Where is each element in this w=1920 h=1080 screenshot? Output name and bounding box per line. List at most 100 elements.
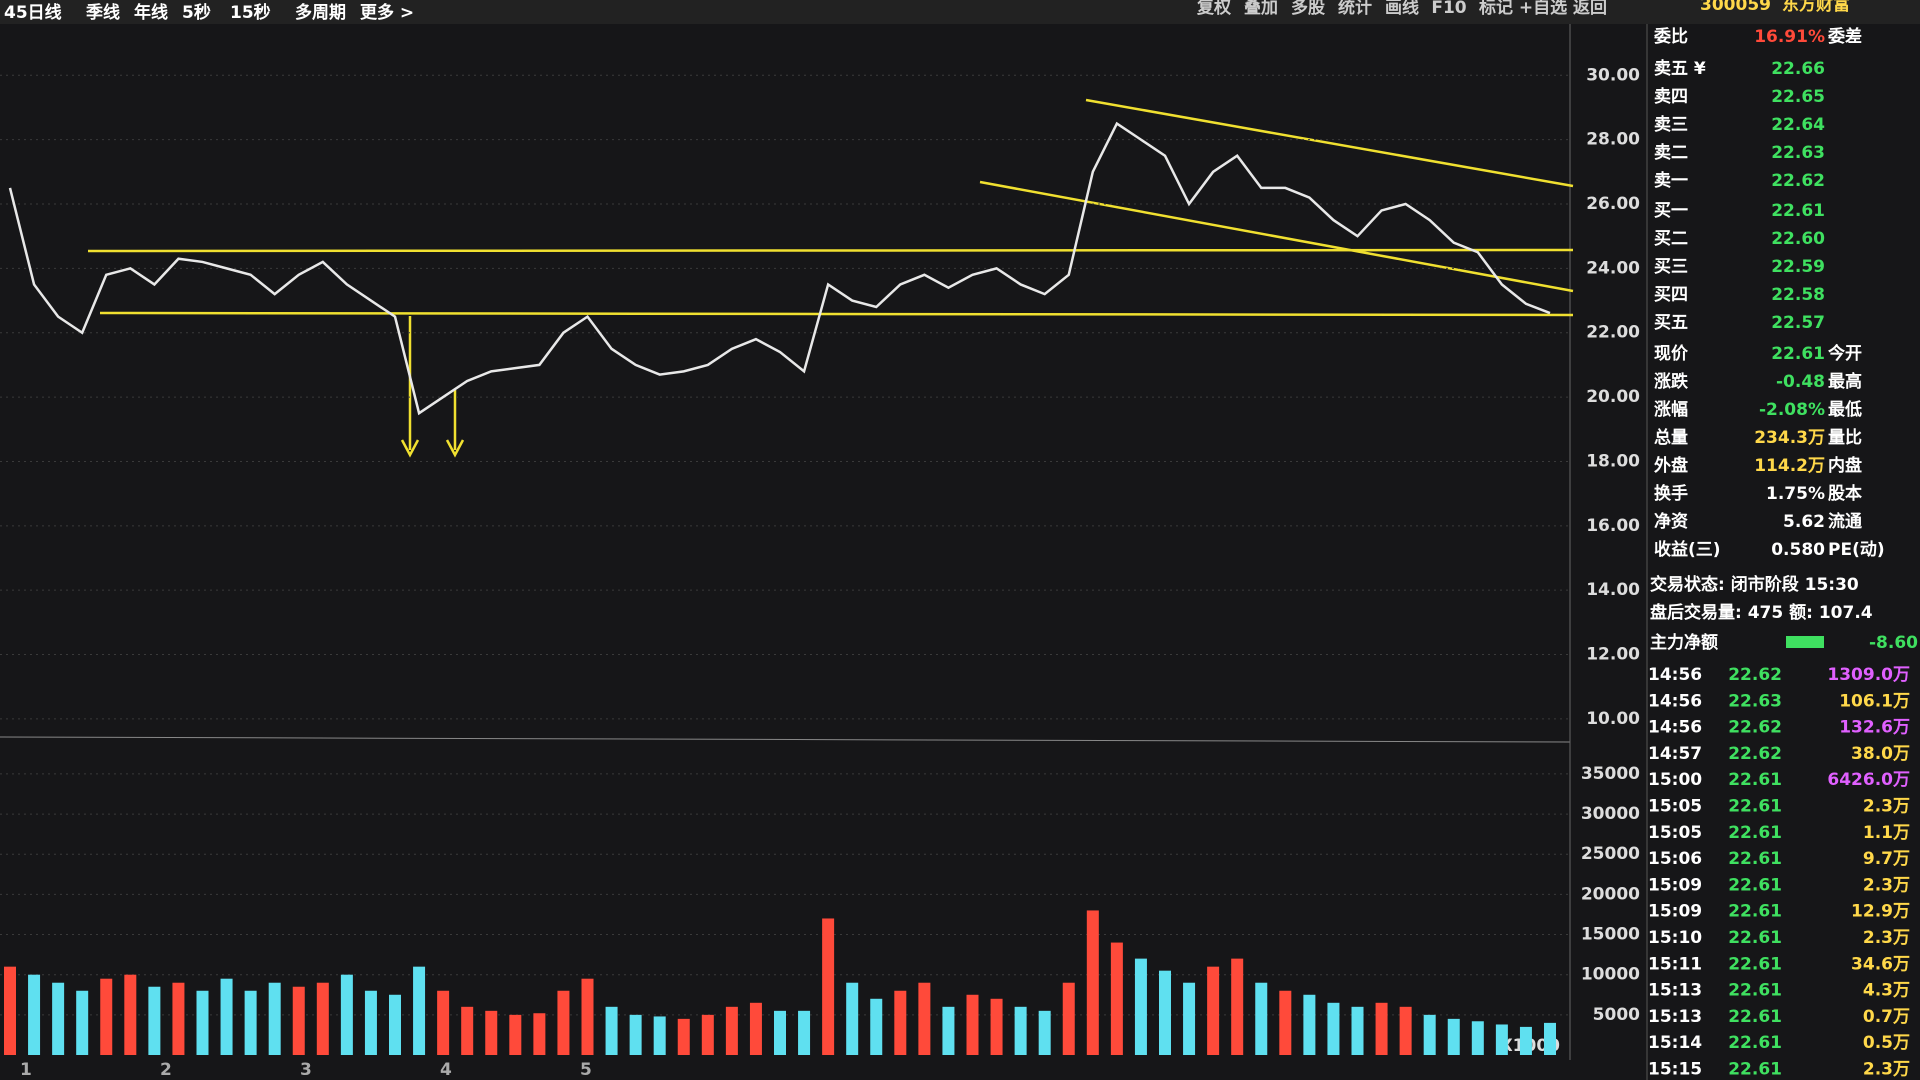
tick-time: 15:05: [1648, 823, 1702, 843]
volume-bar: [1207, 966, 1220, 1055]
volume-bar: [244, 990, 257, 1055]
drawn-lines: [87, 98, 1574, 450]
volume-bar: [509, 1014, 522, 1055]
label: PE(动): [1828, 540, 1885, 560]
volume-bar: [1519, 1026, 1532, 1055]
y-tick-label: 26.00: [1586, 194, 1640, 214]
volume-bar: [774, 1010, 786, 1055]
toolbar-button[interactable]: 复权: [1196, 0, 1232, 18]
volume-bar: [148, 986, 161, 1055]
x-label: 1: [20, 1060, 32, 1080]
y-tick-label: 30.00: [1586, 65, 1640, 85]
value: 22.63: [1771, 143, 1825, 163]
tick-volume: 2.3万: [1863, 797, 1910, 817]
tick-time: 15:10: [1648, 928, 1702, 948]
toolbar-button[interactable]: 5秒: [182, 2, 211, 23]
label: 内盘: [1828, 455, 1862, 476]
volume-bar: [1544, 1022, 1556, 1055]
toolbar-button[interactable]: 45日线: [4, 2, 62, 23]
tick-volume: 0.5万: [1863, 1033, 1910, 1053]
tick-time: 15:09: [1648, 875, 1702, 895]
label: 委比: [1653, 26, 1688, 47]
label: 买二: [1654, 229, 1688, 249]
toolbar-button[interactable]: 画线: [1385, 0, 1419, 18]
volume-bar: [894, 990, 907, 1055]
value: 22.60: [1771, 229, 1825, 249]
label: 最高: [1828, 371, 1862, 392]
tick-time: 15:05: [1648, 797, 1702, 817]
volume-bar: [749, 1002, 762, 1055]
tick-price: 22.63: [1728, 691, 1782, 711]
tick-volume: 106.1万: [1839, 691, 1910, 711]
toolbar-button[interactable]: 返回: [1573, 0, 1607, 18]
volume-bar: [605, 1006, 618, 1055]
toolbar-button[interactable]: 统计: [1338, 0, 1372, 18]
label: 股本: [1828, 483, 1862, 504]
volume-bar: [1110, 942, 1123, 1055]
tick-volume: 132.6万: [1839, 718, 1910, 738]
volume-bar: [701, 1014, 714, 1055]
toolbar-button[interactable]: 15秒: [230, 2, 271, 23]
volume-bar: [798, 1010, 811, 1055]
x-label: 2: [160, 1060, 172, 1080]
volume-bar: [557, 990, 570, 1055]
label: 收益(三): [1654, 539, 1721, 560]
tick-volume: 1309.0万: [1827, 665, 1910, 685]
after-hours: 盘后交易量: 475 额: 107.4: [1650, 602, 1873, 623]
tick-volume: 6426.0万: [1827, 770, 1910, 790]
tick-price: 22.61: [1728, 1007, 1782, 1027]
label: 买三: [1654, 257, 1688, 277]
volume-bar: [340, 974, 353, 1055]
volume-bar: [413, 966, 426, 1055]
volume-bar: [437, 990, 450, 1055]
y-tick-label: 28.00: [1586, 130, 1640, 150]
label: 卖一: [1654, 170, 1688, 191]
volume-bar: [990, 998, 1003, 1055]
volume-bar: [1327, 1002, 1340, 1055]
stock-code: 300059: [1700, 0, 1771, 15]
label: 涨跌: [1654, 372, 1689, 392]
toolbar-button[interactable]: 叠加: [1244, 0, 1278, 18]
toolbar-button[interactable]: 标记: [1479, 0, 1513, 18]
tick-volume: 12.9万: [1851, 902, 1910, 922]
toolbar-button[interactable]: 更多 >: [360, 2, 414, 23]
tick-price: 22.61: [1728, 875, 1782, 895]
x-label: 4: [440, 1060, 452, 1080]
tick-volume: 0.7万: [1863, 1007, 1910, 1027]
tick-price: 22.61: [1728, 849, 1782, 869]
value: 16.91%: [1754, 27, 1825, 47]
label: 外盘: [1654, 455, 1688, 476]
toolbar-button[interactable]: 季线: [86, 2, 120, 23]
tick-time: 14:56: [1648, 665, 1702, 685]
volume-bar: [1134, 958, 1147, 1055]
y-tick-label: 5000: [1593, 1005, 1640, 1025]
label: 量比: [1828, 427, 1862, 448]
volume-bar: [268, 982, 281, 1055]
tick-volume: 9.7万: [1863, 849, 1910, 869]
y-tick-label: 24.00: [1586, 258, 1640, 278]
tick-time: 15:13: [1648, 1007, 1702, 1027]
label: 买四: [1654, 285, 1688, 305]
volume-bar: [1038, 1010, 1051, 1055]
x-label: 3: [300, 1060, 312, 1080]
label: 主力净额: [1650, 632, 1718, 653]
label: 流通: [1828, 511, 1862, 532]
tick-price: 22.62: [1728, 744, 1782, 764]
toolbar-button[interactable]: F10: [1431, 0, 1466, 18]
y-tick-label: 14.00: [1586, 580, 1640, 600]
tick-volume: 4.3万: [1863, 981, 1910, 1001]
status: 交易状态: 闭市阶段 15:30: [1650, 574, 1859, 595]
toolbar-button[interactable]: 年线: [134, 2, 168, 23]
toolbar-button[interactable]: 多股: [1291, 0, 1325, 18]
volume-bar: [292, 986, 305, 1055]
y-tick-label: 12.00: [1586, 645, 1640, 665]
flow-bar: [1786, 636, 1824, 648]
label: 买五: [1654, 313, 1688, 333]
volume-bar: [533, 1013, 546, 1055]
toolbar-button[interactable]: 多周期: [295, 2, 346, 23]
y-tick-label: 25000: [1581, 844, 1640, 864]
volume-bar: [966, 994, 979, 1055]
toolbar-button[interactable]: +自选: [1519, 0, 1567, 18]
tick-time: 14:57: [1648, 744, 1702, 764]
label: 今开: [1828, 343, 1862, 364]
